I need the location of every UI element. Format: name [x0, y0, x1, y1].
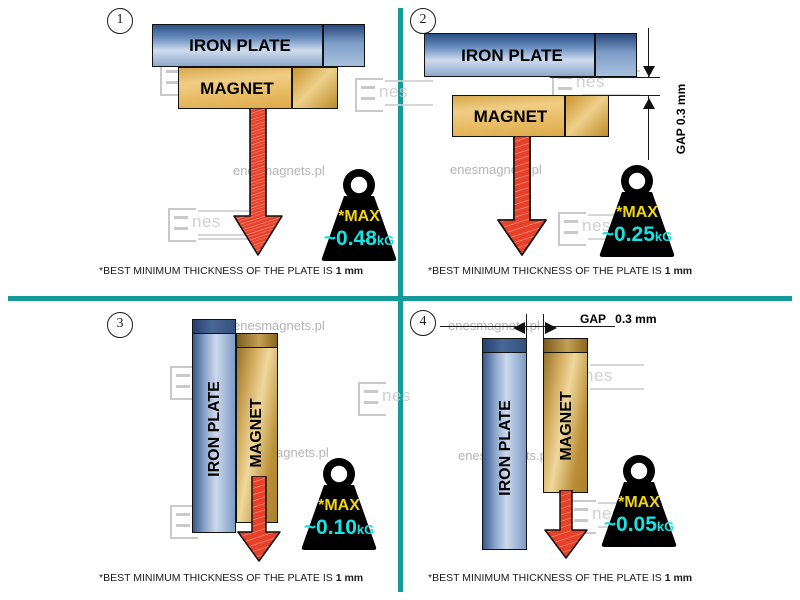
- gap-extension-line-bottom: [550, 95, 660, 96]
- gap-value: 0.3 mm: [674, 83, 688, 126]
- weight-badge-3: *MAX ~0.10kG: [296, 455, 382, 551]
- footnote-3: *BEST MINIMUM THICKNESS OF THE PLATE IS …: [99, 572, 363, 584]
- gap-arrowhead-left: [512, 321, 526, 339]
- weight-badge-1: *MAX ~0.48kG: [316, 166, 402, 262]
- panel-1: 1 nes nes nes enesmagnets.pl: [0, 0, 433, 300]
- weight-badge-2: *MAX ~0.25kG: [594, 162, 680, 258]
- enes-logo-text: nes: [192, 212, 221, 231]
- footnote-prefix: *BEST MINIMUM THICKNESS OF THE PLATE IS: [99, 572, 336, 584]
- gap-dimension-line: [440, 326, 615, 327]
- gap-witness-line-upper: [648, 28, 649, 78]
- gap-arrowhead-right: [544, 321, 558, 339]
- enes-logo-text: nes: [584, 366, 613, 385]
- panel-number-2: 2: [410, 8, 436, 34]
- footnote-bold: 1 mm: [335, 572, 364, 584]
- magnet-label: MAGNET: [473, 107, 548, 126]
- force-value-3: ~0.10: [303, 516, 357, 539]
- force-value-4: ~0.05: [603, 513, 657, 536]
- iron-plate-label: IRON PLATE: [206, 381, 223, 477]
- magnet-block-1: MAGNET: [178, 67, 338, 109]
- gap-label: GAP: [580, 312, 606, 326]
- gap-witness-line-lower: [648, 95, 649, 160]
- footnote-2: *BEST MINIMUM THICKNESS OF THE PLATE IS …: [428, 265, 692, 277]
- gap-dimension-label-2: GAP 0.3 mm: [674, 72, 688, 166]
- footnote-prefix: *BEST MINIMUM THICKNESS OF THE PLATE IS: [428, 572, 665, 584]
- weight-badge-4: *MAX ~0.05kG: [596, 452, 682, 548]
- iron-plate-block-3: IRON PLATE: [192, 319, 236, 533]
- panel-4: 4 enesmagnets.pl enesmagnets.pl nes nes …: [400, 300, 800, 600]
- footnote-bold: 1 mm: [335, 265, 364, 277]
- iron-plate-label: IRON PLATE: [497, 400, 514, 496]
- force-unit-4: kG: [656, 519, 675, 534]
- footnote-prefix: *BEST MINIMUM THICKNESS OF THE PLATE IS: [99, 265, 336, 277]
- iron-plate-label: IRON PLATE: [189, 36, 291, 55]
- footnote-bold: 1 mm: [664, 265, 693, 277]
- magnet-block-2: MAGNET: [452, 95, 609, 137]
- footnote-1: *BEST MINIMUM THICKNESS OF THE PLATE IS …: [99, 265, 363, 277]
- max-label-3: *MAX: [318, 497, 360, 514]
- force-arrow-4: [540, 490, 596, 560]
- footnote-bold: 1 mm: [664, 572, 693, 584]
- iron-plate-block-1: IRON PLATE: [152, 24, 365, 67]
- force-unit-2: kG: [654, 229, 673, 244]
- max-label-2: *MAX: [616, 204, 658, 221]
- gap-extension-line-top: [550, 77, 660, 78]
- gap-arrowhead-bottom: [643, 96, 655, 114]
- panel-3: 3 enesmagnets.pl enesmagnets.pl nes nes …: [0, 300, 410, 600]
- iron-plate-block-4: IRON PLATE: [482, 338, 527, 550]
- force-arrow-2: [492, 136, 552, 258]
- gap-value: 0.3 mm: [615, 312, 657, 326]
- gap-label: GAP: [674, 128, 688, 155]
- max-label-4: *MAX: [618, 494, 660, 511]
- footnote-4: *BEST MINIMUM THICKNESS OF THE PLATE IS …: [428, 572, 692, 584]
- iron-plate-label: IRON PLATE: [461, 46, 563, 65]
- footnote-prefix: *BEST MINIMUM THICKNESS OF THE PLATE IS: [428, 265, 665, 277]
- force-unit-1: kG: [376, 233, 395, 248]
- magnet-label: MAGNET: [200, 79, 274, 98]
- panel-2: 2 nes nes enesmagnets.pl IRON PLATE MAGN: [400, 0, 800, 300]
- magnet-label: MAGNET: [248, 398, 265, 468]
- iron-plate-block-2: IRON PLATE: [424, 33, 637, 77]
- magnet-block-4: MAGNET: [543, 338, 588, 493]
- panel-number-1: 1: [107, 8, 133, 34]
- max-label-1: *MAX: [338, 208, 380, 225]
- gap-arrowhead-top: [643, 64, 655, 82]
- force-arrow-3: [232, 476, 288, 564]
- panel-number-3: 3: [107, 312, 133, 338]
- force-unit-3: kG: [356, 522, 375, 537]
- gap-witness-line-right: [543, 314, 544, 350]
- magnet-label: MAGNET: [558, 391, 575, 461]
- site-watermark: enesmagnets.pl: [233, 318, 325, 333]
- force-value-1: ~0.48: [323, 227, 377, 250]
- panel-number-4: 4: [410, 310, 436, 336]
- gap-dimension-label-4: GAP 0.3 mm: [580, 312, 657, 326]
- gap-witness-line-left: [526, 314, 527, 350]
- force-arrow-1: [228, 108, 288, 258]
- force-value-2: ~0.25: [601, 223, 655, 246]
- horizontal-divider: [8, 296, 792, 301]
